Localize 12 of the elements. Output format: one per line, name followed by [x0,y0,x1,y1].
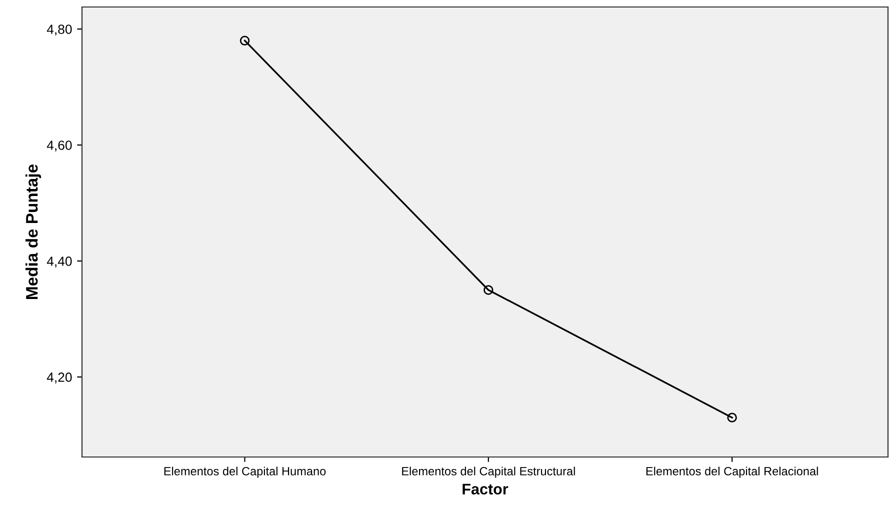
point [484,285,494,295]
y-axis-title: Media de Puntaje [26,164,42,299]
x-tick-label: Elementos del Capital Relacional [646,466,818,478]
point [240,36,250,46]
y-tick-label: 4,60 [46,140,72,152]
point [727,412,737,422]
y-tick-label: 4,80 [46,24,72,36]
y-tick-label: 4,20 [46,372,72,384]
y-tick-label: 4,40 [46,256,72,268]
x-tick-label: Elementos del Capital Estructural [402,466,575,478]
x-tick-label: Elementos del Capital Humano [164,466,326,478]
x-axis-title: Factor [462,484,508,495]
